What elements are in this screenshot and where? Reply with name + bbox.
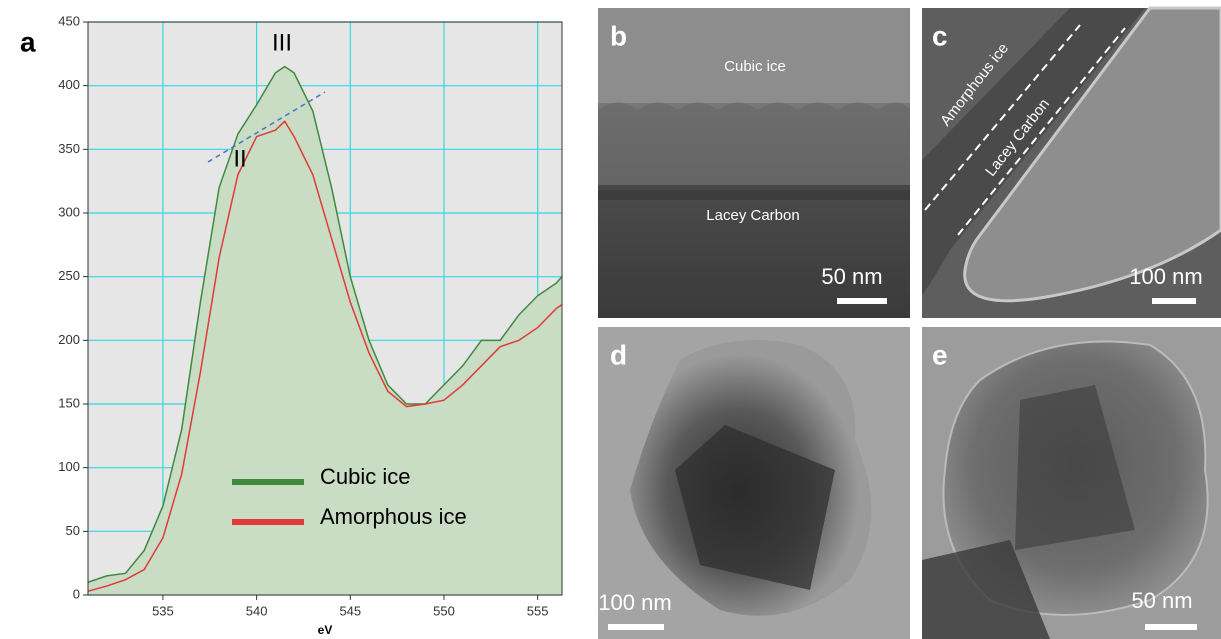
panel-label: d xyxy=(610,339,627,370)
panel-e: e 50 nm xyxy=(922,327,1221,639)
y-tick-label: 350 xyxy=(58,141,80,156)
page: {"chart_data":{"type":"line","panel_labe… xyxy=(0,0,1221,639)
y-tick-label: 450 xyxy=(58,13,80,28)
panel-text: Lacey Carbon xyxy=(706,207,799,224)
x-tick-label: 555 xyxy=(527,603,549,618)
y-tick-label: 0 xyxy=(73,586,80,601)
y-tick-label: 400 xyxy=(58,77,80,92)
y-tick-label: 250 xyxy=(58,268,80,283)
annotation: III xyxy=(272,29,292,56)
panel-label: a xyxy=(20,26,36,57)
scale-bar-label: 100 nm xyxy=(1129,264,1202,289)
x-tick-label: 545 xyxy=(339,603,361,618)
annotation: II xyxy=(233,145,246,172)
y-tick-label: 300 xyxy=(58,204,80,219)
panel-d: d 100 nm xyxy=(598,327,910,639)
legend-label: Cubic ice xyxy=(320,464,410,489)
y-tick-label: 200 xyxy=(58,332,80,347)
y-tick-label: 100 xyxy=(58,459,80,474)
x-tick-label: 535 xyxy=(152,603,174,618)
scale-bar-label: 100 nm xyxy=(598,590,671,615)
panel-c: c Amorphous ice Lacey Carbon 100 nm xyxy=(922,8,1221,318)
chart: a 0 50 100 150 200 250 300 350 400 450 535 540 545 55… xyxy=(0,0,590,639)
x-tick-label: 550 xyxy=(433,603,455,618)
scale-bar-label: 50 nm xyxy=(821,264,882,289)
panel-label: b xyxy=(610,20,627,51)
panel-label: c xyxy=(932,20,948,51)
y-tick-label: 150 xyxy=(58,395,80,410)
panel-text: Cubic ice xyxy=(724,58,786,75)
y-tick-label: 50 xyxy=(66,523,80,538)
x-tick-label: 540 xyxy=(246,603,268,618)
scale-bar-label: 50 nm xyxy=(1131,588,1192,613)
legend-label: Amorphous ice xyxy=(320,504,467,529)
panel-b: b Cubic ice Lacey Carbon 50 nm xyxy=(598,8,910,318)
micrographs: b Cubic ice Lacey Carbon 50 nm c Amorpho… xyxy=(590,0,1221,639)
x-axis-label: eV xyxy=(318,623,333,637)
panel-label: e xyxy=(932,339,948,370)
